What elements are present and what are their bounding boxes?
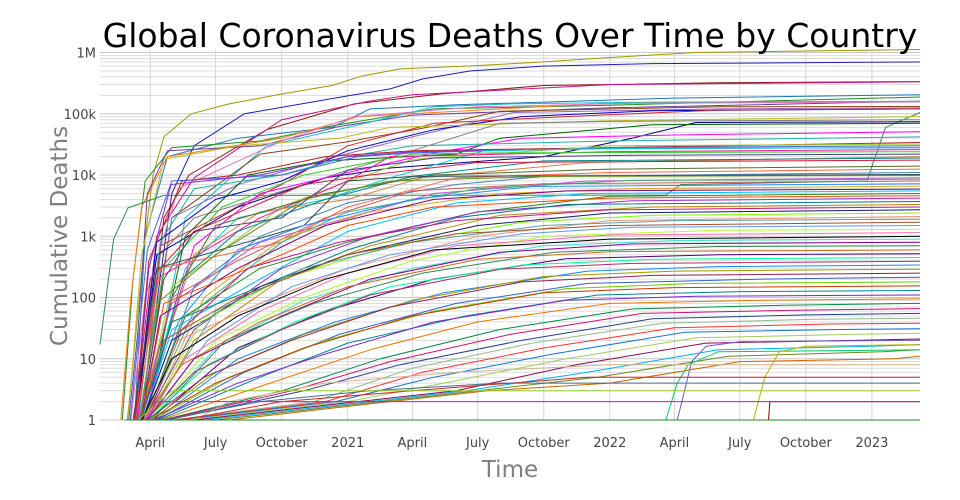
series-line-37 — [139, 175, 921, 421]
y-tick-label: 100k — [64, 108, 97, 123]
series-line-46 — [141, 195, 921, 421]
series-line-40 — [141, 180, 921, 421]
series-line-69 — [147, 272, 921, 421]
series-line-2 — [139, 61, 921, 421]
series-line-38 — [137, 177, 921, 421]
series-line-30 — [139, 156, 921, 421]
series-line-9 — [146, 100, 921, 421]
x-tick-label: October — [518, 436, 571, 451]
series-line-52 — [146, 212, 921, 421]
series-line-84 — [204, 344, 921, 421]
y-tick-label: 10k — [72, 169, 97, 184]
series-line-72 — [150, 285, 921, 421]
series-line-7 — [120, 100, 921, 421]
series-line-1 — [126, 49, 921, 421]
series-line-14 — [135, 108, 921, 421]
series-line-92 — [193, 364, 920, 421]
series-line-57 — [149, 228, 921, 421]
x-axis-label: Time — [481, 457, 539, 483]
y-axis-ticks: 1 10 100 1k 10k 100k 1M — [64, 47, 97, 429]
x-tick-label: 2021 — [331, 436, 364, 451]
series-line-19 — [144, 122, 921, 421]
y-tick-label: 1 — [88, 414, 96, 429]
chart-title: Global Coronavirus Deaths Over Time by C… — [102, 16, 918, 55]
series-line-59 — [141, 235, 921, 421]
x-tick-label: October — [256, 436, 309, 451]
series-line-79 — [171, 317, 921, 421]
series-line-63 — [142, 249, 921, 421]
series-line-13 — [139, 107, 921, 421]
series-line-49 — [148, 204, 921, 421]
series-line-66 — [144, 260, 921, 421]
x-tick-label: April — [397, 436, 427, 451]
series-line-70 — [156, 276, 921, 421]
x-tick-label: July — [203, 436, 228, 451]
series-line-55 — [139, 221, 921, 421]
series-line-39 — [144, 178, 921, 421]
series-line-32 — [134, 159, 921, 421]
x-axis-ticks: April July October 2021 April July October 2022… — [135, 436, 888, 451]
series-line-48 — [140, 201, 921, 421]
series-line-56 — [147, 225, 921, 421]
x-tick-label: July — [465, 436, 490, 451]
series-line-41 — [142, 183, 921, 421]
x-tick-label: October — [780, 436, 833, 451]
series-line-44 — [142, 190, 921, 421]
series-line-96 — [146, 401, 920, 421]
x-tick-label: July — [727, 436, 752, 451]
series-line-21 — [137, 136, 921, 421]
series-line-65 — [148, 257, 921, 421]
series-line-43 — [141, 188, 921, 421]
series-line-36 — [132, 174, 921, 421]
series-line-61 — [146, 241, 921, 421]
series-line-18 — [136, 121, 921, 421]
x-tick-label: 2022 — [593, 436, 626, 451]
series-line-45 — [144, 193, 921, 421]
series-line-11 — [99, 112, 921, 345]
y-tick-label: 100 — [71, 292, 96, 307]
series-line-28 — [138, 151, 921, 421]
series-line-34 — [135, 168, 921, 421]
series-layer — [99, 49, 921, 421]
series-line-75 — [160, 298, 921, 421]
y-tick-label: 1M — [77, 47, 97, 62]
x-tick-label: April — [135, 436, 165, 451]
y-axis-label: Cumulative Deaths — [47, 125, 73, 347]
series-line-67 — [155, 264, 921, 421]
y-tick-label: 10 — [79, 353, 96, 368]
series-line-73 — [158, 290, 921, 421]
series-line-20 — [142, 131, 921, 421]
series-line-90 — [768, 401, 920, 421]
y-tick-label: 1k — [80, 230, 96, 245]
series-line-12 — [141, 105, 921, 421]
series-line-86 — [229, 355, 921, 421]
series-line-15 — [134, 108, 921, 421]
x-tick-label: 2023 — [855, 436, 888, 451]
series-line-74 — [153, 294, 921, 421]
series-line-31 — [144, 157, 921, 421]
x-tick-label: April — [660, 436, 690, 451]
series-line-42 — [146, 185, 921, 421]
series-line-29 — [140, 153, 921, 421]
